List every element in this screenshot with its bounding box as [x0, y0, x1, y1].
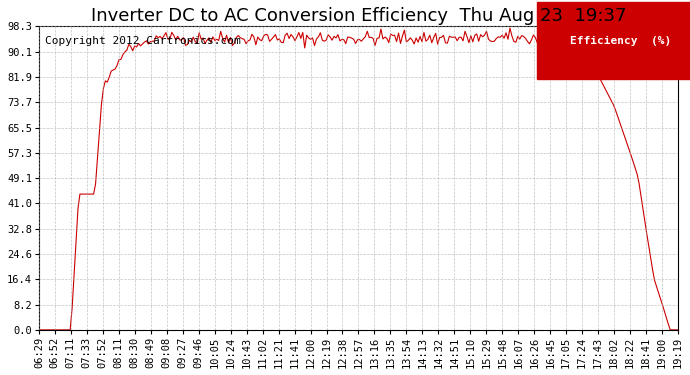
Title: Inverter DC to AC Conversion Efficiency  Thu Aug 23  19:37: Inverter DC to AC Conversion Efficiency … — [90, 7, 627, 25]
Text: Efficiency  (%): Efficiency (%) — [571, 36, 671, 46]
Text: Copyright 2012 Cartronics.com: Copyright 2012 Cartronics.com — [46, 36, 241, 46]
